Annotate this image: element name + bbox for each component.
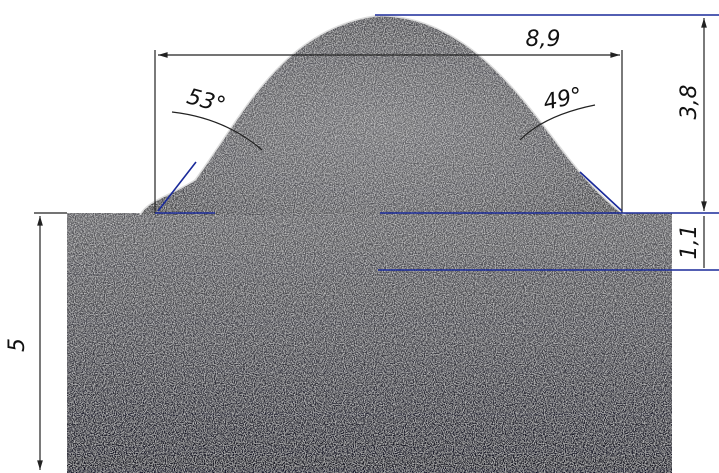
thickness-label: 5 — [5, 338, 30, 352]
specimen — [67, 16, 672, 473]
width-label: 8,9 — [526, 27, 561, 52]
right-angle-label: 49° — [541, 83, 584, 116]
penetration-label: 1,1 — [677, 225, 702, 260]
base-plate — [67, 213, 672, 473]
left-angle-label: 53° — [184, 84, 228, 118]
height-label: 3,8 — [677, 85, 702, 120]
weld-macrograph: 8,9 3,8 1,1 5 53° 49° — [0, 0, 719, 473]
